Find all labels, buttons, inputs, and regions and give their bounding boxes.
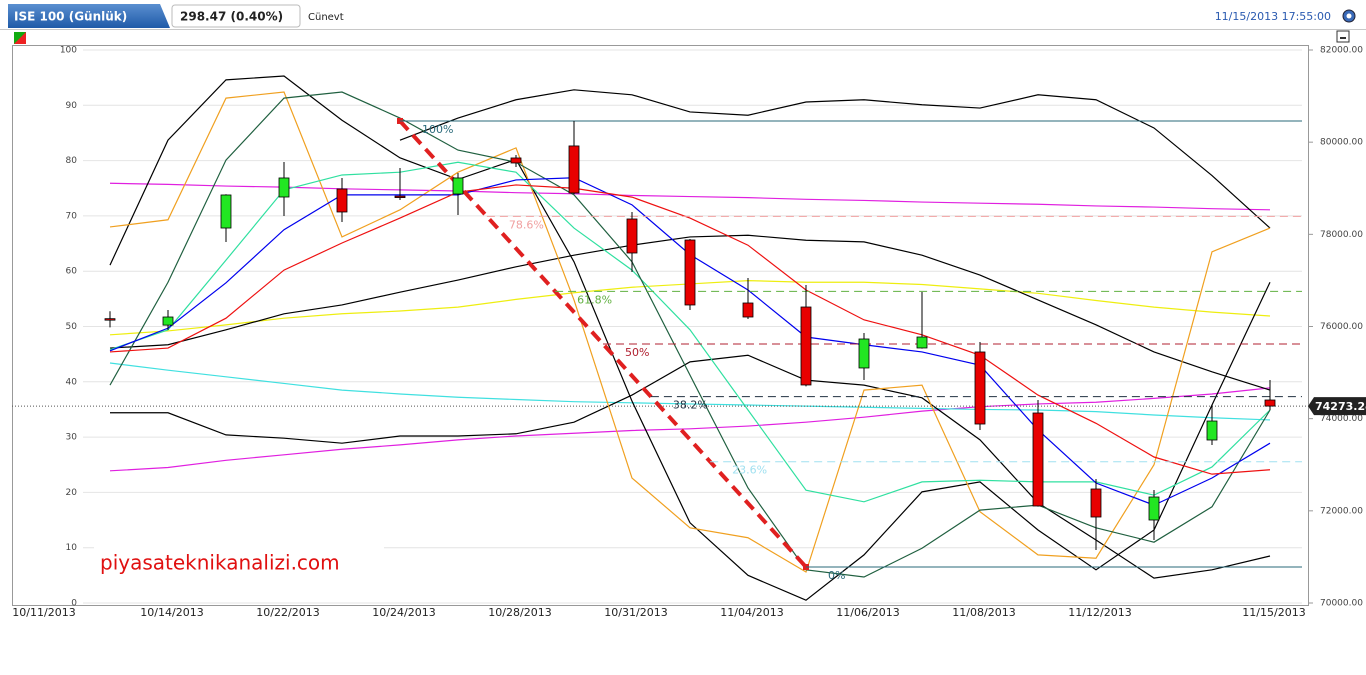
labels-layer: 0 10 20 30 40 50 60 70 80 90 100 70000.00 72000.00 74… [12,46,1366,619]
candle-body [104,318,116,321]
y-tick-label: 60 [66,267,78,277]
x-tick-label: 10/31/2013 [604,606,667,619]
y2-tick-label: 82000.00 [1320,46,1363,56]
fib-label: 50% [625,346,649,359]
y-tick-label: 50 [66,322,78,332]
candles-layer [104,120,1276,551]
fib-layer: 100% 78.6% 61.8% 50% 38.2% 23.6% 0% [12,117,1308,582]
legend-icon-half [14,32,26,44]
timestamp: 11/15/2013 17:55:00 [1215,10,1331,23]
y2-tick-label: 74000.00 [1320,414,1363,424]
y-tick-label: 70 [66,211,78,221]
indicator-line [109,387,1271,472]
indicator-line [109,91,1271,578]
x-tick-label: 10/11/2013 [12,606,75,619]
fib-label: 23.6% [732,464,767,477]
y-tick-label: 10 [66,543,78,553]
last-price-label: 74273.24 [1315,400,1366,413]
indicator-line [109,234,1271,391]
price-change: 298.47 (0.40%) [180,10,283,24]
candle-body [1032,412,1044,507]
candle-body [452,177,464,195]
grid-layer [83,49,1313,604]
y2-tick-label: 72000.00 [1320,506,1363,516]
fib-label: 0% [828,569,845,582]
y-tick-label: 90 [66,101,78,111]
indicator-line [109,161,1271,503]
x-tick-label: 10/28/2013 [488,606,551,619]
candle-body [1090,488,1102,518]
candle-body [1148,496,1160,521]
candle-body [394,195,406,198]
watermark: piyasateknikanalizi.com [100,551,340,575]
y2-tick-label: 78000.00 [1320,230,1363,240]
candle-body [742,302,754,318]
fib-trendline [398,119,808,569]
x-tick-label: 11/04/2013 [720,606,783,619]
title-tab [8,4,170,28]
candle-body [162,316,174,326]
y-tick-label: 80 [66,156,78,166]
candle-body [858,338,870,369]
fib-label: 38.2% [673,399,708,412]
fib-label: 78.6% [509,218,544,231]
y-tick-label: 20 [66,488,78,498]
fib-label: 100% [422,123,453,136]
candle-body [626,218,638,254]
y-tick-label: 40 [66,377,78,387]
settings-icon-dot [1346,13,1352,19]
candle-body [684,239,696,306]
candle-body [568,145,580,194]
indicator-line [109,184,1271,475]
candle-body [278,177,290,198]
candle-body [1264,399,1276,407]
candle-body [916,336,928,349]
indicator-line [399,89,1271,229]
x-tick-label: 10/22/2013 [256,606,319,619]
candle-body [1206,420,1218,441]
candle-body [220,194,232,229]
y2-tick-label: 76000.00 [1320,322,1363,332]
indicator-line [109,177,1271,506]
y-tick-label: 0 [71,599,77,609]
x-tick-label: 11/06/2013 [836,606,899,619]
x-tick-label: 11/12/2013 [1068,606,1131,619]
indicator-line [110,354,1271,579]
x-tick-label: 10/14/2013 [140,606,203,619]
indicator-line [109,91,1271,573]
candle-body [336,188,348,213]
user-name: Cünevt [308,12,344,23]
last-price-tag [1308,397,1366,416]
x-tick-label: 11/15/2013 [1242,606,1305,619]
y2-tick-label: 80000.00 [1320,138,1363,148]
candle-body [974,351,986,425]
x-tick-label: 10/24/2013 [372,606,435,619]
y-tick-label: 30 [66,433,78,443]
y-tick-label: 100 [60,46,77,56]
candle-body [510,157,522,164]
minimize-icon[interactable] [1336,30,1350,43]
x-tick-label: 11/08/2013 [952,606,1015,619]
chart-title: ISE 100 (Günlük) [14,10,127,24]
indicator-line [109,362,1271,421]
plot-frame [12,45,1309,606]
indicator-line [109,182,1271,211]
fib-label: 61.8% [577,293,612,306]
watermark-bg [94,538,384,590]
y2-tick-label: 70000.00 [1320,599,1363,609]
candle-body [800,306,812,386]
price-box [171,4,301,28]
